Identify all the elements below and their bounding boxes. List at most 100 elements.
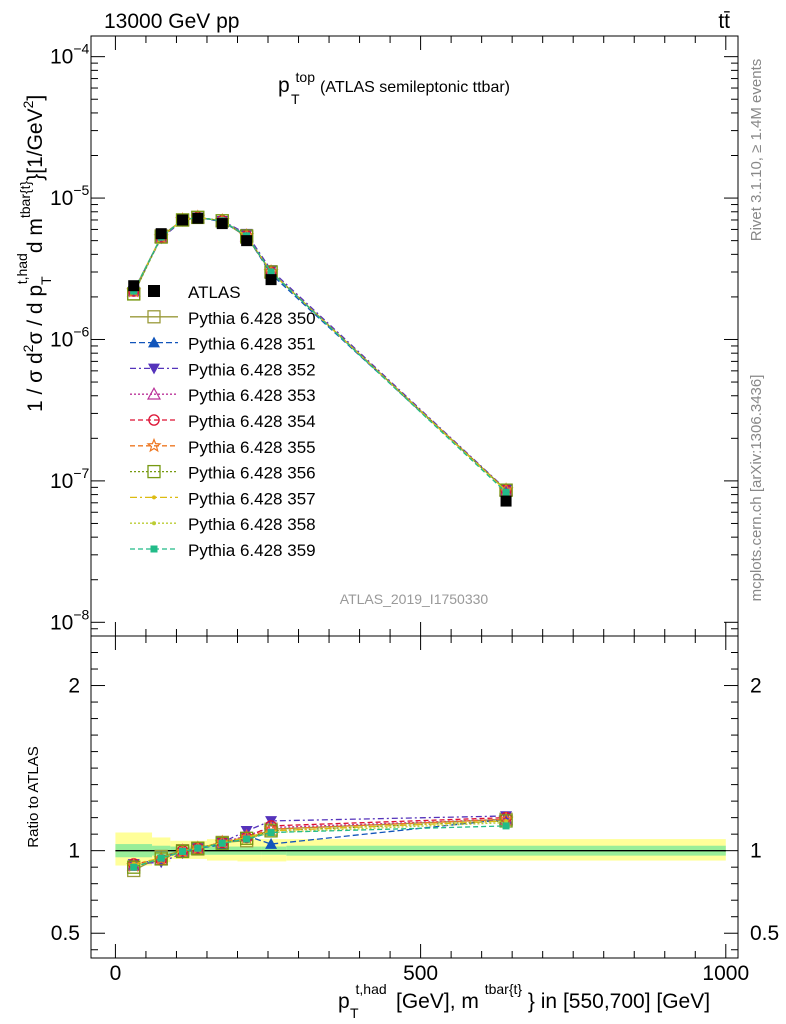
- main-y-tick-base: 10: [50, 328, 73, 351]
- ylabel-b-sub: T: [38, 276, 54, 285]
- main-y-tick-exp: −4: [73, 41, 89, 57]
- ylabel-e: ]: [24, 95, 47, 101]
- ratio-series-point: [218, 839, 226, 847]
- main-y-axis-label: 1 / σ d2σ / d pTt,hadd mtbar{t}}[1/GeV2]: [14, 95, 54, 412]
- ylabel-b: σ / d p: [24, 285, 47, 345]
- mcplots-label: mcplots.cern.ch [arXiv:1306.3436]: [748, 375, 765, 602]
- legend-label: Pythia 6.428 350: [188, 309, 316, 328]
- main-y-tick-label: 10−7: [50, 465, 90, 493]
- ratio-y-tick-label: 2: [68, 675, 80, 698]
- legend-label: Pythia 6.428 354: [188, 412, 316, 431]
- main-y-tick-label: 10−5: [50, 182, 90, 210]
- x-axis-label: p t,had T [GeV], m tbar{t} } in [550,700…: [338, 976, 710, 1023]
- legend: ATLAS Pythia 6.428 350 Pythia 6.428 351 Pyt…: [130, 283, 316, 560]
- ratio-series-point: [175, 844, 190, 859]
- main-y-tick-label: 10−6: [50, 323, 90, 351]
- main-y-tick-base: 10: [50, 187, 73, 210]
- ratio-series-point: [179, 847, 187, 855]
- main-y-tick-label: 10−8: [50, 606, 90, 634]
- main-series-351: [127, 211, 513, 495]
- main-series-356: [127, 210, 513, 497]
- legend-label: Pythia 6.428 355: [188, 438, 316, 457]
- ratio-series-point: [243, 835, 251, 843]
- title-main: p: [278, 74, 290, 97]
- legend-marker: [150, 545, 158, 553]
- ratio-series-point: [265, 838, 278, 849]
- main-series-354: [127, 211, 512, 496]
- title-sup: top: [296, 69, 316, 85]
- ratio-series-point: [191, 841, 205, 855]
- main-series-355: [126, 209, 514, 497]
- legend-marker: [147, 310, 161, 324]
- ylabel-b-sup: t,had: [14, 253, 30, 284]
- rivet-version-label: Rivet 3.1.10, ≥ 1.4M events: [748, 59, 765, 242]
- x-tick-label: 500: [403, 962, 438, 985]
- legend-marker: [152, 495, 156, 500]
- ratio-series-point: [130, 863, 138, 871]
- legend-marker: [146, 437, 162, 453]
- legend-marker: [147, 464, 161, 479]
- xlabel-a-sub: T: [350, 1005, 359, 1021]
- atlas-data-point: [155, 228, 167, 240]
- legend-marker: [152, 521, 156, 526]
- xlabel-a-sup: t,had: [356, 981, 387, 997]
- atlas-data-point: [128, 280, 140, 292]
- atlas-data-point: [216, 218, 228, 230]
- atlas-data-point: [265, 274, 277, 286]
- legend-marker: [146, 386, 162, 400]
- ylabel-a: 1 / σ d: [24, 352, 47, 412]
- legend-label: Pythia 6.428 359: [188, 541, 316, 560]
- ratio-series-point: [157, 854, 165, 862]
- x-tick-label: 0: [110, 962, 122, 985]
- main-series-353: [126, 210, 514, 496]
- main-y-tick-exp: −6: [73, 323, 89, 339]
- xlabel-b: [GeV], m: [396, 990, 479, 1013]
- legend-label: Pythia 6.428 356: [188, 464, 316, 483]
- main-y-tick-base: 10: [50, 611, 73, 634]
- main-y-tick-base: 10: [50, 470, 73, 493]
- main-series-350: [127, 210, 513, 497]
- ratio-series-point: [127, 860, 141, 874]
- legend-marker: [148, 363, 160, 375]
- main-series-point: [267, 268, 275, 276]
- ratio-y-tick-label-right: 2: [750, 675, 762, 698]
- legend-label: Pythia 6.428 352: [188, 360, 316, 379]
- main-y-tick-exp: −8: [73, 606, 89, 622]
- atlas-data-series: [128, 212, 512, 507]
- header-left: 13000 GeV pp: [104, 10, 239, 33]
- main-series-point: [175, 213, 190, 227]
- ratio-frame: [90, 635, 739, 959]
- atlas-data-point: [500, 495, 512, 507]
- title-sub: T: [291, 91, 300, 107]
- header-right: tt̄: [718, 10, 730, 33]
- ylabel-c-sup: tbar{t}: [17, 180, 33, 218]
- legend-label: Pythia 6.428 358: [188, 515, 316, 534]
- ylabel-d: }[1/GeV: [24, 108, 47, 180]
- legend-label: Pythia 6.428 357: [188, 489, 316, 508]
- atlas-data-point: [192, 212, 204, 224]
- legend-label: Pythia 6.428 353: [188, 386, 316, 405]
- x-tick-label: 1000: [702, 962, 749, 985]
- legend-marker: [148, 336, 160, 348]
- atlas-data-point: [241, 235, 253, 247]
- ratio-series-point: [267, 829, 275, 837]
- xlabel-c: } in [550,700] [GeV]: [528, 990, 710, 1013]
- main-y-tick-label: 10−4: [50, 41, 90, 69]
- ratio-series-point: [264, 824, 278, 838]
- ratio-y-axis-label: Ratio to ATLAS: [25, 746, 42, 847]
- xlabel-b-sup: tbar{t}: [485, 981, 523, 997]
- ratio-series-point: [194, 844, 202, 852]
- main-panel: 10−410−510−610−710−8 ATLAS_2019_I1750330…: [14, 35, 739, 637]
- title-rest: (ATLAS semileptonic ttbar): [320, 79, 510, 96]
- ratio-series-point: [154, 852, 168, 866]
- ratio-series-359: [130, 822, 510, 871]
- ratio-panel: 0.5 0.5 1 1 2 2 0 500 1000 Ratio to ATLAS p t,ha…: [25, 635, 779, 1023]
- legend-atlas-label: ATLAS: [188, 283, 241, 302]
- atlas-data-point: [177, 214, 189, 226]
- main-series-352: [127, 212, 513, 496]
- ratio-series-point: [502, 822, 510, 830]
- ylabel-a-sup: 2: [20, 344, 36, 352]
- legend-label: Pythia 6.428 351: [188, 335, 316, 354]
- ratio-series-line: [133, 825, 507, 868]
- main-y-tick-base: 10: [50, 46, 73, 69]
